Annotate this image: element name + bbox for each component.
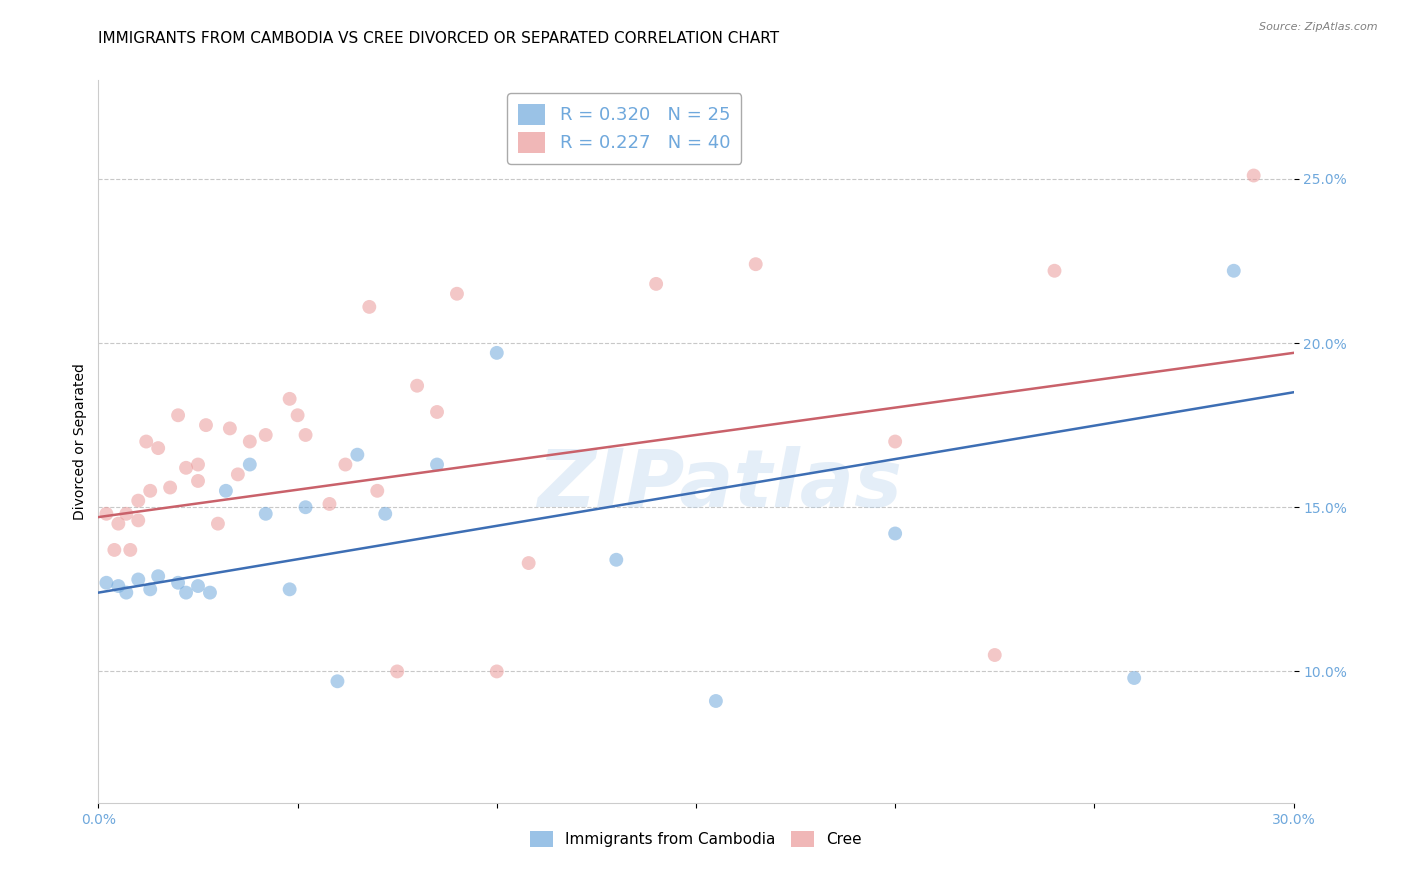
Point <box>254 507 277 521</box>
Point <box>174 460 197 475</box>
Point <box>645 277 668 291</box>
Point <box>605 553 627 567</box>
Point <box>127 493 149 508</box>
Point <box>120 542 142 557</box>
Point <box>207 516 229 531</box>
Point <box>215 483 238 498</box>
Point <box>139 483 162 498</box>
Legend: Immigrants from Cambodia, Cree: Immigrants from Cambodia, Cree <box>524 825 868 853</box>
Point <box>1243 169 1265 183</box>
Point <box>167 409 190 423</box>
Point <box>335 458 357 472</box>
Point <box>127 573 149 587</box>
Point <box>107 516 129 531</box>
Point <box>115 585 138 599</box>
Point <box>294 428 316 442</box>
Point <box>115 507 138 521</box>
Point <box>366 483 388 498</box>
Point <box>1123 671 1146 685</box>
Point <box>239 458 262 472</box>
Point <box>174 585 197 599</box>
Point <box>103 542 125 557</box>
Point <box>426 405 449 419</box>
Point <box>446 286 468 301</box>
Point <box>406 378 429 392</box>
Text: ZIPatlas: ZIPatlas <box>537 446 903 524</box>
Point <box>278 392 301 406</box>
Point <box>254 428 277 442</box>
Point <box>187 458 209 472</box>
Point <box>219 421 242 435</box>
Point <box>239 434 262 449</box>
Text: Source: ZipAtlas.com: Source: ZipAtlas.com <box>1260 22 1378 32</box>
Point <box>96 507 118 521</box>
Point <box>187 474 209 488</box>
Point <box>426 458 449 472</box>
Point <box>745 257 768 271</box>
Point <box>159 481 181 495</box>
Point <box>278 582 301 597</box>
Point <box>226 467 249 482</box>
Point <box>127 513 149 527</box>
Y-axis label: Divorced or Separated: Divorced or Separated <box>73 363 87 520</box>
Point <box>884 526 907 541</box>
Point <box>884 434 907 449</box>
Point <box>195 418 218 433</box>
Point <box>96 575 118 590</box>
Point <box>167 575 190 590</box>
Point <box>1223 264 1246 278</box>
Point <box>198 585 221 599</box>
Point <box>294 500 316 515</box>
Point <box>107 579 129 593</box>
Point <box>326 674 349 689</box>
Point <box>346 448 368 462</box>
Point <box>1043 264 1066 278</box>
Point <box>148 569 170 583</box>
Point <box>485 346 508 360</box>
Point <box>984 648 1007 662</box>
Point <box>374 507 396 521</box>
Point <box>318 497 340 511</box>
Point <box>139 582 162 597</box>
Point <box>148 441 170 455</box>
Point <box>385 665 409 679</box>
Point <box>485 665 508 679</box>
Point <box>135 434 157 449</box>
Point <box>704 694 727 708</box>
Point <box>287 409 309 423</box>
Point <box>517 556 540 570</box>
Text: IMMIGRANTS FROM CAMBODIA VS CREE DIVORCED OR SEPARATED CORRELATION CHART: IMMIGRANTS FROM CAMBODIA VS CREE DIVORCE… <box>98 31 779 46</box>
Point <box>187 579 209 593</box>
Point <box>359 300 381 314</box>
